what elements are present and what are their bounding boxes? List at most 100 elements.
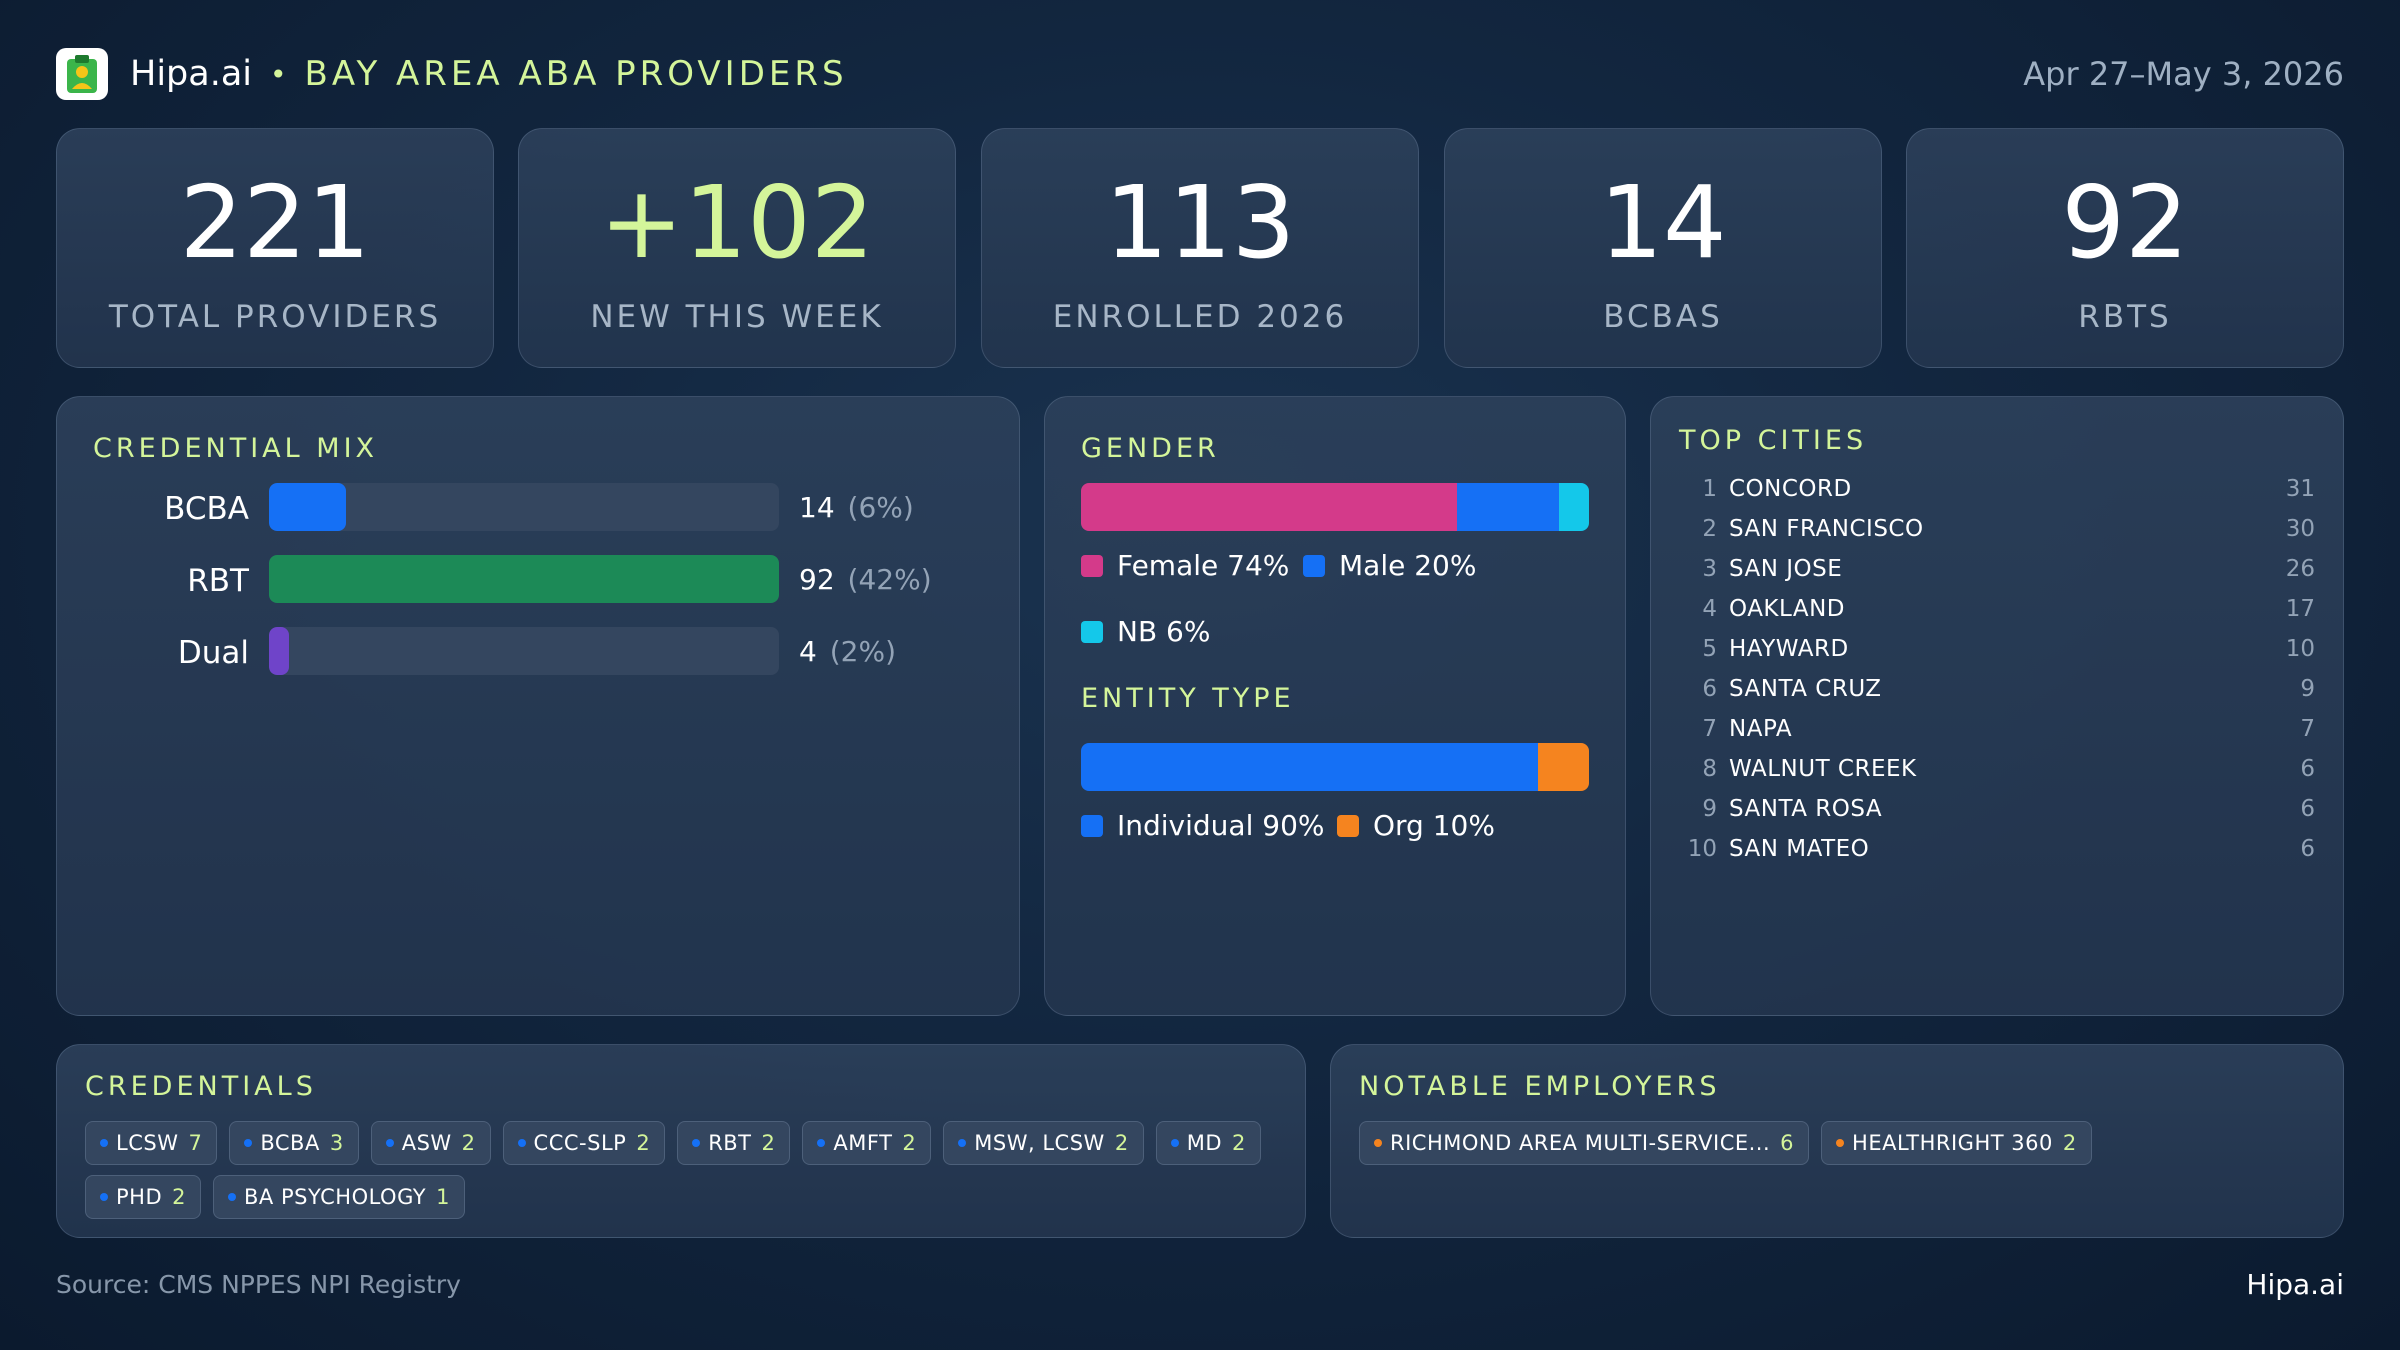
chip-label: MD xyxy=(1186,1131,1222,1155)
stat-label: ENROLLED 2026 xyxy=(1052,299,1348,335)
credential-track xyxy=(269,483,779,531)
city-count: 6 xyxy=(2300,756,2315,782)
stat-card-rbts: 92 RBTS xyxy=(1906,128,2344,368)
credentials-title: CREDENTIALS xyxy=(85,1071,317,1102)
legend-swatch xyxy=(1303,554,1325,577)
stat-label: BCBAS xyxy=(1603,299,1723,335)
stat-label: NEW THIS WEEK xyxy=(590,299,884,335)
credential-chip[interactable]: AMFT 2 xyxy=(802,1121,932,1165)
bullet-dot-icon xyxy=(1170,1139,1179,1147)
city-rank: 6 xyxy=(1702,676,1717,702)
date-range: Apr 27–May 3, 2026 xyxy=(2023,55,2344,93)
credential-value: 14 (6%) xyxy=(799,491,914,524)
legend-nb: NB 6% xyxy=(1081,615,1210,648)
city-row: 8 WALNUT CREEK 6 xyxy=(1681,749,2315,789)
city-rank: 8 xyxy=(1702,756,1717,782)
city-rank: 5 xyxy=(1702,636,1717,662)
credential-chip[interactable]: BCBA 3 xyxy=(229,1121,359,1165)
gender-stacked-bar xyxy=(1081,483,1589,531)
city-rank: 3 xyxy=(1702,556,1717,582)
city-row: 6 SANTA CRUZ 9 xyxy=(1681,669,2315,709)
chip-label: AMFT xyxy=(833,1131,893,1155)
source-note: Source: CMS NPPES NPI Registry xyxy=(56,1270,461,1299)
bullet-dot-icon xyxy=(958,1139,967,1147)
entity-type-segment-0 xyxy=(1081,743,1539,791)
city-count: 26 xyxy=(2285,556,2315,582)
credential-name: RBT xyxy=(187,563,249,599)
city-name: SANTA ROSA xyxy=(1729,796,1883,822)
legend-label: NB 6% xyxy=(1117,615,1211,648)
bullet-dot-icon xyxy=(1374,1139,1382,1147)
credential-chip[interactable]: BA PSYCHOLOGY 1 xyxy=(213,1175,466,1219)
city-count: 10 xyxy=(2285,636,2315,662)
legend-label: Male 20% xyxy=(1339,549,1477,582)
chip-count: 2 xyxy=(172,1185,186,1209)
city-row: 3 SAN JOSE 26 xyxy=(1681,549,2315,589)
top-cities-panel: TOP CITIES 1 CONCORD 31 2 SAN FRANCISCO 30 3 SA… xyxy=(1650,396,2344,1016)
city-count: 7 xyxy=(2300,716,2315,742)
credential-chip[interactable]: MD 2 xyxy=(1155,1121,1261,1165)
stat-value: 92 xyxy=(2061,164,2189,281)
legend-individual: Individual 90% xyxy=(1081,809,1325,842)
chip-count: 7 xyxy=(188,1131,203,1155)
bullet-dot-icon xyxy=(517,1139,526,1147)
credential-bar xyxy=(269,483,346,531)
city-count: 17 xyxy=(2285,596,2315,622)
credential-chip[interactable]: RBT 2 xyxy=(677,1121,791,1165)
chip-count: 1 xyxy=(436,1185,451,1209)
bullet-dot-icon xyxy=(228,1193,236,1201)
credential-row-bcba: BCBA 14 (6%) xyxy=(113,483,1013,533)
employers-panel: NOTABLE EMPLOYERS RICHMOND AREA MULTI-SE… xyxy=(1330,1044,2344,1238)
bullet-dot-icon xyxy=(100,1193,108,1201)
city-name: NAPA xyxy=(1729,716,1793,742)
credential-chip[interactable]: ASW 2 xyxy=(370,1121,491,1165)
employer-chip[interactable]: RICHMOND AREA MULTI-SERVICE... 6 xyxy=(1359,1121,1810,1165)
chip-label: RICHMOND AREA MULTI-SERVICE... xyxy=(1390,1131,1771,1155)
credential-chip[interactable]: LCSW 7 xyxy=(85,1121,218,1165)
credential-chip[interactable]: MSW, LCSW 2 xyxy=(943,1121,1144,1165)
credentials-panel: CREDENTIALS LCSW 7 BCBA 3 ASW 2 CCC-SLP 2 RBT 2 AM… xyxy=(56,1044,1306,1238)
stat-value: 221 xyxy=(179,164,371,281)
chip-count: 2 xyxy=(761,1131,776,1155)
credential-name: BCBA xyxy=(164,491,249,527)
credential-name: Dual xyxy=(177,635,249,671)
city-row: 1 CONCORD 31 xyxy=(1681,469,2315,509)
credential-chips: LCSW 7 BCBA 3 ASW 2 CCC-SLP 2 RBT 2 AMFT 2 MSW, LCSW… xyxy=(85,1121,1285,1219)
credential-track xyxy=(269,555,779,603)
employers-title: NOTABLE EMPLOYERS xyxy=(1359,1071,1721,1102)
chip-label: LCSW xyxy=(116,1131,179,1155)
credential-mix-title: CREDENTIAL MIX xyxy=(93,433,379,464)
credential-chip[interactable]: CCC-SLP 2 xyxy=(502,1121,666,1165)
city-name: OAKLAND xyxy=(1729,596,1846,622)
chip-count: 2 xyxy=(636,1131,651,1155)
credential-track xyxy=(269,627,779,675)
city-row: 7 NAPA 7 xyxy=(1681,709,2315,749)
credential-chip[interactable]: PHD 2 xyxy=(85,1175,201,1219)
footer-brand: Hipa.ai xyxy=(2246,1268,2344,1301)
city-name: CONCORD xyxy=(1729,476,1852,502)
gender-segment-0 xyxy=(1081,483,1457,531)
city-rank: 7 xyxy=(1702,716,1717,742)
chip-label: CCC-SLP xyxy=(533,1131,627,1155)
bullet-dot-icon xyxy=(385,1139,394,1147)
legend-swatch xyxy=(1081,814,1103,837)
chip-label: BCBA xyxy=(260,1131,320,1155)
legend-swatch xyxy=(1081,620,1103,643)
stat-card-enrolled-2026: 113 ENROLLED 2026 xyxy=(981,128,1419,368)
legend-swatch xyxy=(1337,814,1359,837)
gender-segment-1 xyxy=(1456,483,1559,531)
legend-swatch xyxy=(1081,554,1103,577)
legend-label: Individual 90% xyxy=(1117,809,1325,842)
legend-label: Org 10% xyxy=(1373,809,1495,842)
entity-type-title: ENTITY TYPE xyxy=(1081,683,1295,714)
clipboard-person-icon xyxy=(56,48,108,100)
city-count: 30 xyxy=(2285,516,2315,542)
city-name: HAYWARD xyxy=(1729,636,1849,662)
city-name: SANTA CRUZ xyxy=(1729,676,1882,702)
header-separator: • xyxy=(270,57,287,91)
top-cities-title: TOP CITIES xyxy=(1679,425,1868,456)
stat-card-total-providers: 221 TOTAL PROVIDERS xyxy=(56,128,494,368)
employer-chip[interactable]: HEALTHRIGHT 360 2 xyxy=(1821,1121,2092,1165)
credential-value: 4 (2%) xyxy=(799,635,897,668)
city-row: 2 SAN FRANCISCO 30 xyxy=(1681,509,2315,549)
